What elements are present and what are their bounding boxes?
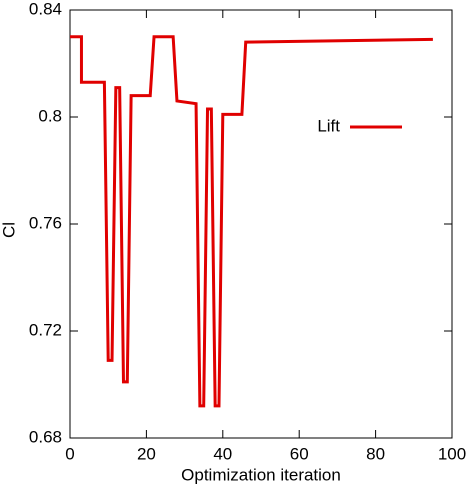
x-tick-label: 100 xyxy=(438,444,466,463)
legend-label: Lift xyxy=(317,116,340,135)
y-tick-label: 0.68 xyxy=(29,427,62,446)
x-tick-label: 60 xyxy=(290,444,309,463)
y-axis-label: Cl xyxy=(0,222,18,238)
y-tick-label: 0.8 xyxy=(38,106,62,125)
y-tick-label: 0.72 xyxy=(29,320,62,339)
x-tick-label: 80 xyxy=(366,444,385,463)
x-axis-label: Optimization iteration xyxy=(181,465,341,484)
x-tick-label: 0 xyxy=(65,444,74,463)
x-tick-label: 20 xyxy=(137,444,156,463)
y-tick-label: 0.84 xyxy=(29,0,62,18)
y-tick-label: 0.76 xyxy=(29,213,62,232)
data-line xyxy=(70,35,433,408)
x-tick-label: 40 xyxy=(213,444,232,463)
